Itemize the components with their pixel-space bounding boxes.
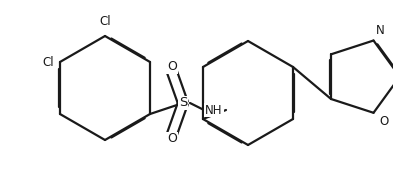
Text: NH: NH: [205, 103, 223, 116]
Text: Cl: Cl: [42, 56, 54, 69]
Text: N: N: [376, 24, 384, 37]
Text: O: O: [167, 133, 177, 146]
Text: O: O: [167, 61, 177, 74]
Text: S: S: [179, 96, 187, 109]
Text: O: O: [380, 115, 389, 128]
Text: Cl: Cl: [99, 15, 111, 28]
